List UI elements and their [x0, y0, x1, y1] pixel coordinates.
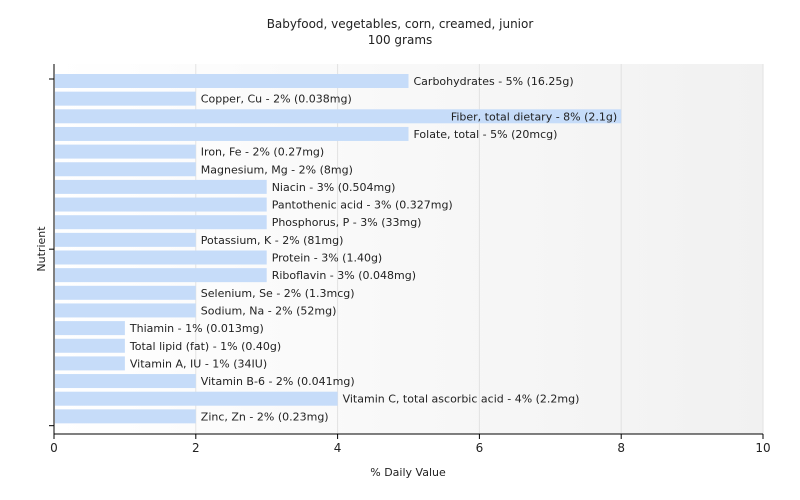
bar-label: Vitamin A, IU - 1% (34IU) [130, 357, 267, 370]
bar-label: Phosphorus, P - 3% (33mg) [272, 216, 422, 229]
bar-label: Thiamin - 1% (0.013mg) [129, 322, 264, 335]
bar [55, 232, 196, 247]
bar-label: Sodium, Na - 2% (52mg) [201, 304, 337, 317]
bar [55, 321, 125, 336]
x-tick-label: 10 [755, 441, 770, 455]
bar [55, 74, 409, 88]
bar [55, 215, 267, 230]
x-tick-label: 4 [334, 441, 342, 455]
bar [55, 197, 267, 212]
bar [55, 285, 196, 300]
bar-label: Pantothenic acid - 3% (0.327mg) [272, 199, 453, 212]
bar [55, 144, 196, 159]
bar [55, 91, 196, 106]
bars [55, 74, 622, 424]
grid-lines [195, 64, 764, 434]
bar [55, 162, 196, 177]
bar [55, 303, 196, 318]
bar-label: Riboflavin - 3% (0.048mg) [272, 269, 416, 282]
x-tick-label: 2 [192, 441, 200, 455]
plot-area [54, 64, 763, 434]
bar-label: Carbohydrates - 5% (16.25g) [414, 75, 574, 88]
bar-label: Fiber, total dietary - 8% (2.1g) [451, 110, 617, 123]
axes: 0 2 4 6 8 10 [49, 64, 771, 455]
bar-label: Iron, Fe - 2% (0.27mg) [201, 146, 324, 159]
y-axis-title: Nutrient [35, 226, 48, 272]
bar-label: Folate, total - 5% (20mcg) [414, 128, 558, 141]
bar-label: Selenium, Se - 2% (1.3mcg) [201, 287, 355, 300]
bar-label: Protein - 3% (1.40g) [272, 252, 383, 265]
bar-label: Vitamin B-6 - 2% (0.041mg) [201, 375, 355, 388]
bar-label: Copper, Cu - 2% (0.038mg) [201, 93, 352, 106]
chart-title: Babyfood, vegetables, corn, creamed, jun… [266, 17, 534, 31]
bar [55, 338, 125, 353]
bar-label: Potassium, K - 2% (81mg) [201, 234, 344, 247]
bar-label: Total lipid (fat) - 1% (0.40g) [129, 340, 281, 353]
x-axis-title: % Daily Value [370, 466, 446, 479]
bar [55, 391, 338, 406]
bar [55, 374, 196, 389]
x-tick-label: 6 [476, 441, 484, 455]
bar [55, 250, 267, 265]
bar-labels: Carbohydrates - 5% (16.25g) Copper, Cu - … [129, 75, 617, 423]
bar [55, 409, 196, 424]
bar [55, 109, 622, 124]
bar [55, 268, 267, 283]
x-tick-label: 8 [617, 441, 625, 455]
bar-label: Vitamin C, total ascorbic acid - 4% (2.2… [343, 393, 580, 406]
bar-label: Niacin - 3% (0.504mg) [272, 181, 396, 194]
x-tick-label: 0 [50, 441, 58, 455]
bar-label: Zinc, Zn - 2% (0.23mg) [201, 410, 329, 423]
bar [55, 126, 409, 141]
bar-label: Magnesium, Mg - 2% (8mg) [201, 163, 353, 176]
bar [55, 356, 125, 371]
bar [55, 179, 267, 194]
chart-subtitle: 100 grams [367, 33, 433, 47]
